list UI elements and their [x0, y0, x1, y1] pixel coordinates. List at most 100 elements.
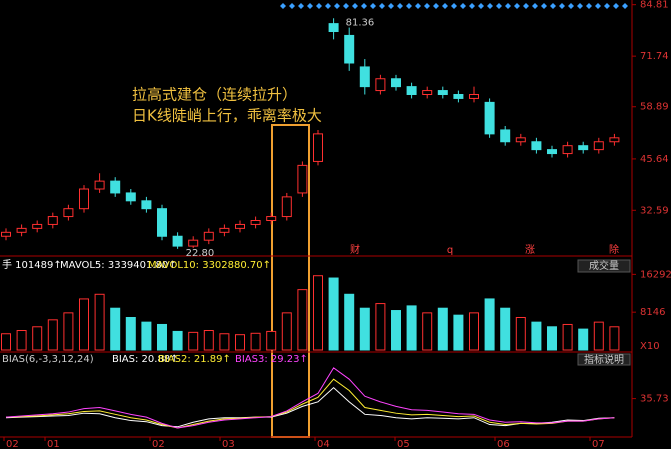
x-tick-label: 07	[592, 439, 605, 449]
top-marker	[397, 3, 403, 9]
candle-body	[1, 231, 11, 237]
event-marker: 涨	[525, 244, 535, 256]
candle-body	[172, 235, 183, 247]
top-marker	[523, 3, 529, 9]
volume-bar	[469, 312, 479, 351]
volume-bar	[157, 323, 167, 351]
volume-bar	[515, 317, 526, 351]
top-marker	[469, 3, 475, 9]
candle-body	[500, 129, 511, 143]
volume-bar	[531, 321, 542, 351]
volume-bar	[375, 303, 386, 351]
top-marker	[379, 3, 385, 9]
top-marker	[370, 3, 376, 9]
bias-line	[5, 378, 615, 429]
candle-body	[531, 141, 542, 151]
candle-body	[391, 78, 401, 88]
volume-bar	[188, 331, 199, 351]
x-tick-label: 01	[47, 439, 60, 449]
top-marker	[334, 3, 340, 9]
y-tick-label: 32.59	[640, 205, 669, 216]
top-marker	[424, 3, 430, 9]
top-marker	[487, 3, 493, 9]
top-marker	[433, 3, 439, 9]
bias-title[interactable]: 指标说明	[584, 353, 624, 366]
volume-header: MAVOL5: 3339401.80↑	[60, 260, 177, 271]
top-marker	[478, 3, 484, 9]
y-tick-label: 84.81	[640, 0, 669, 11]
candle-body	[110, 180, 121, 194]
volume-bar	[391, 310, 401, 351]
candle-body	[453, 94, 464, 99]
max-label: 81.36	[346, 17, 375, 28]
top-marker	[496, 3, 502, 9]
volume-bar	[359, 307, 370, 351]
y-tick-label: 8146	[640, 307, 665, 318]
top-marker	[307, 3, 313, 9]
volume-bar	[1, 333, 11, 351]
candle-body	[47, 216, 58, 225]
volume-bar	[297, 289, 308, 351]
top-marker	[343, 3, 349, 9]
volume-bar	[47, 319, 58, 351]
volume-bar	[328, 277, 339, 351]
volume-bar	[406, 305, 417, 351]
volume-bar	[547, 326, 557, 351]
bias-line	[5, 367, 615, 429]
volume-select[interactable]	[577, 259, 631, 273]
top-marker	[559, 3, 565, 9]
top-marker	[289, 3, 295, 9]
volume-bar	[16, 330, 27, 351]
volume-bar	[578, 328, 589, 351]
candle-body	[422, 90, 433, 95]
candle-body	[547, 149, 557, 155]
volume-bar	[453, 314, 464, 351]
candle-body	[375, 78, 386, 92]
candle-body	[188, 239, 199, 247]
top-marker	[613, 3, 619, 9]
top-marker	[352, 3, 358, 9]
top-marker	[541, 3, 547, 9]
top-marker	[460, 3, 466, 9]
volume-bar	[562, 323, 573, 351]
candle-body	[578, 145, 589, 151]
bias-header: BIAS(6,-3,3,12,24)	[2, 354, 94, 365]
top-marker	[451, 3, 457, 9]
x-tick-label: 03	[222, 439, 235, 449]
volume-title[interactable]: 成交量	[589, 259, 619, 272]
candle-body	[32, 223, 43, 229]
volume-bar	[500, 307, 511, 351]
x-tick-label: 04	[317, 439, 330, 449]
candle-body	[484, 101, 495, 135]
top-marker	[388, 3, 394, 9]
volume-bar	[32, 326, 43, 351]
volume-bar	[313, 275, 323, 351]
volume-bar	[266, 330, 277, 351]
annotation: 拉高式建仓（连续拉升）	[132, 86, 297, 104]
candle-body	[203, 231, 214, 241]
bias-help[interactable]	[577, 353, 631, 366]
top-marker	[595, 3, 601, 9]
volume-bar	[235, 334, 245, 351]
candle-body	[157, 208, 167, 237]
candle-body	[593, 141, 604, 151]
x-tick-label: 02	[6, 439, 19, 449]
candle-body	[63, 208, 74, 218]
top-marker	[577, 3, 583, 9]
volume-bar	[281, 312, 292, 351]
x-tick-label: 05	[397, 439, 410, 449]
y-tick-label: 71.74	[640, 51, 669, 62]
candle-body	[344, 34, 355, 64]
y-tick-label: 45.64	[640, 154, 669, 165]
volume-bar	[484, 298, 495, 351]
volume-bar	[79, 298, 89, 351]
bias-header: BIAS: 20.88↑	[112, 354, 179, 365]
top-marker	[415, 3, 421, 9]
candle-body	[79, 188, 89, 210]
candle-body	[94, 180, 105, 190]
top-marker	[550, 3, 556, 9]
candle-body	[141, 200, 152, 210]
volume-bar	[141, 321, 152, 351]
top-marker	[532, 3, 538, 9]
